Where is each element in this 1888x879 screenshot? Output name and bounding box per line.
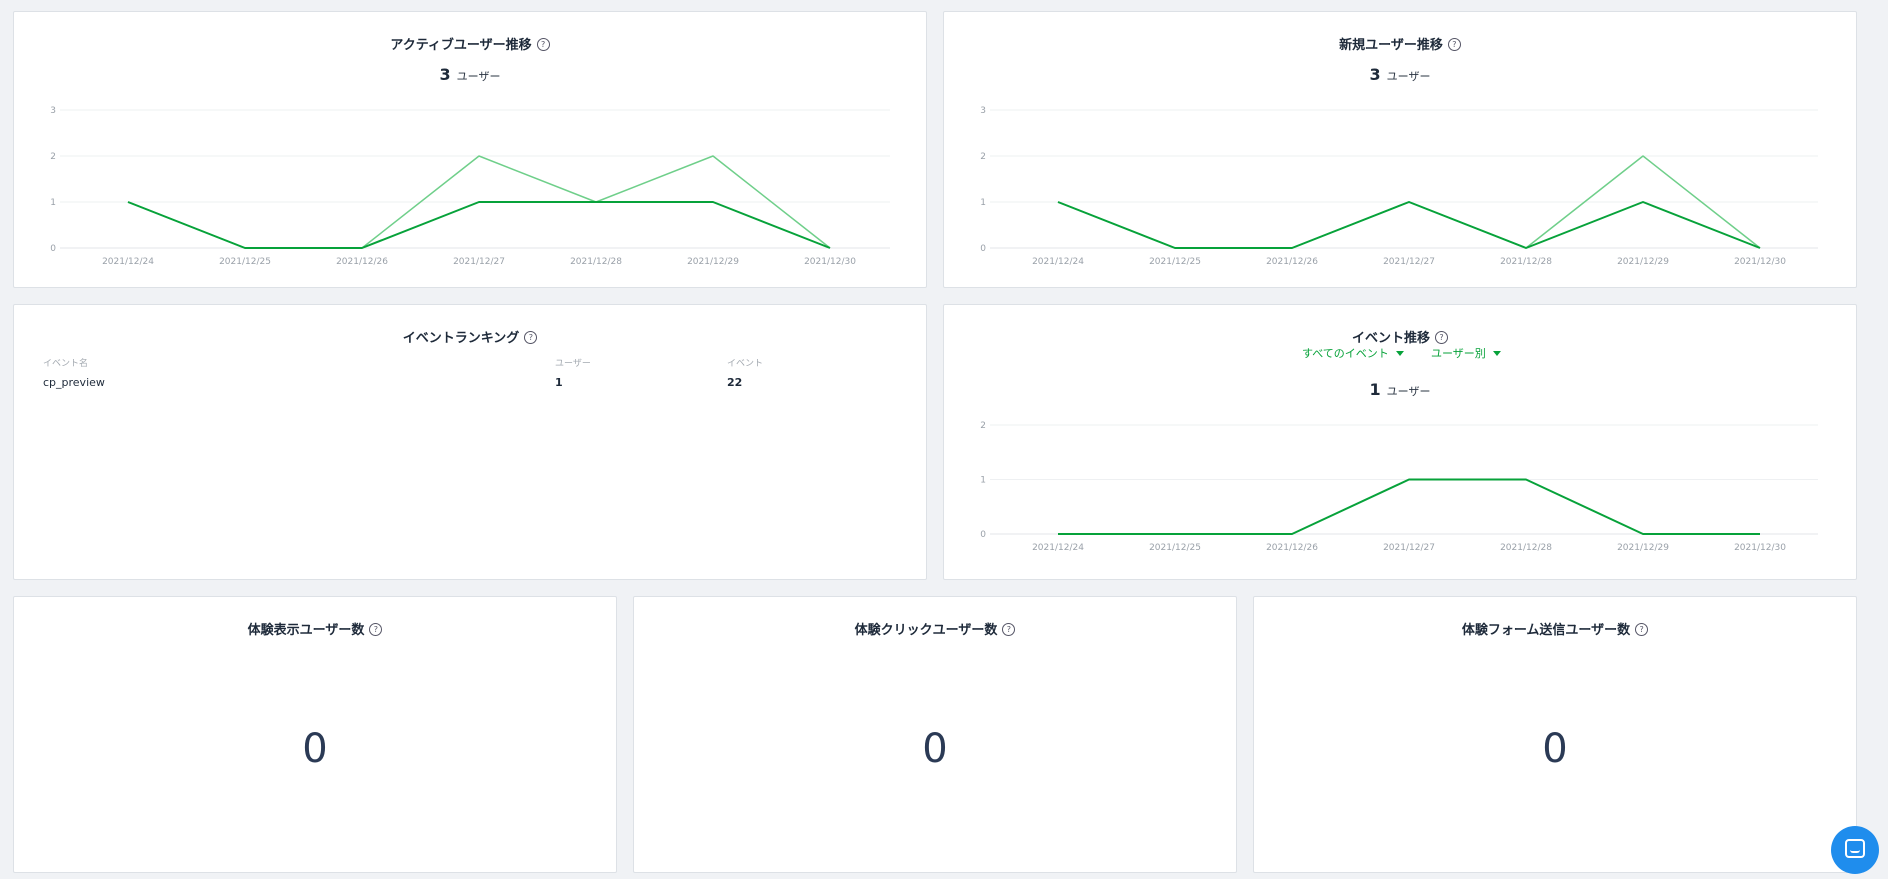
- event-trend-summary: 1 ユーザー: [944, 380, 1856, 399]
- x-tick-label: 2021/12/25: [219, 257, 271, 267]
- experience-click-card: 体験クリックユーザー数?: [633, 596, 1237, 873]
- active-users-title-row: アクティブユーザー推移?: [14, 36, 926, 56]
- series-line: [1058, 478, 1760, 535]
- card-title: 体験表示ユーザー数: [247, 623, 365, 638]
- x-tick-label: 2021/12/27: [1383, 257, 1435, 267]
- x-tick-label: 2021/12/30: [804, 257, 856, 267]
- y-tick-label: 2: [980, 152, 986, 162]
- summary-unit: ユーザー: [456, 70, 501, 83]
- ranking-users-count: 1: [555, 376, 563, 389]
- chat-icon: [1845, 839, 1865, 858]
- help-icon[interactable]: ?: [1447, 38, 1461, 51]
- card-title: 新規ユーザー推移: [1339, 38, 1443, 53]
- x-tick-label: 2021/12/26: [336, 257, 388, 267]
- x-tick-label: 2021/12/24: [102, 257, 154, 267]
- help-icon[interactable]: ?: [1002, 623, 1016, 636]
- series-line: [1057, 201, 1761, 249]
- help-icon[interactable]: ?: [1635, 623, 1649, 636]
- experience-view-card: 体験表示ユーザー数?: [13, 596, 617, 873]
- series-line: [127, 201, 831, 249]
- x-tick-label: 2021/12/24: [1032, 543, 1084, 553]
- event-trend-title-row: イベント推移?: [944, 329, 1856, 349]
- summary-unit: ユーザー: [1386, 385, 1431, 398]
- x-tick-label: 2021/12/29: [1617, 257, 1669, 267]
- card-title: 体験クリックユーザー数: [854, 623, 998, 638]
- help-icon[interactable]: ?: [369, 623, 383, 636]
- y-tick-label: 1: [50, 198, 56, 208]
- aggregation-mode-dropdown[interactable]: ユーザー別: [1431, 345, 1501, 361]
- x-tick-label: 2021/12/28: [570, 257, 622, 267]
- y-tick-label: 1: [980, 198, 986, 208]
- x-tick-label: 2021/12/28: [1500, 543, 1552, 553]
- x-tick-label: 2021/12/30: [1734, 257, 1786, 267]
- y-tick-label: 3: [980, 106, 986, 116]
- new-users-title-row: 新規ユーザー推移?: [944, 36, 1856, 56]
- chat-icon-smile: [1850, 850, 1860, 853]
- event-filter-label: すべてのイベント: [1302, 347, 1389, 360]
- experience-view-value: 0: [302, 726, 328, 772]
- y-tick-label: 2: [980, 421, 986, 431]
- aggregation-mode-label: ユーザー別: [1431, 347, 1486, 360]
- x-tick-label: 2021/12/30: [1734, 543, 1786, 553]
- x-tick-label: 2021/12/27: [1383, 543, 1435, 553]
- y-tick-label: 3: [50, 106, 56, 116]
- column-header-event-name[interactable]: イベント名: [43, 359, 89, 369]
- help-icon[interactable]: ?: [536, 38, 550, 51]
- card-title: イベントランキング: [402, 331, 520, 346]
- experience-click-title-row: 体験クリックユーザー数?: [634, 621, 1236, 641]
- card-title: イベント推移: [1351, 331, 1430, 346]
- x-tick-label: 2021/12/24: [1032, 257, 1084, 267]
- chat-launcher-button[interactable]: [1831, 826, 1879, 874]
- experience-form-title-row: 体験フォーム送信ユーザー数?: [1254, 621, 1856, 641]
- experience-click-value: 0: [922, 726, 948, 772]
- y-tick-label: 2: [50, 152, 56, 162]
- x-tick-label: 2021/12/25: [1149, 543, 1201, 553]
- x-tick-label: 2021/12/28: [1500, 257, 1552, 267]
- experience-form-card: 体験フォーム送信ユーザー数?: [1253, 596, 1857, 873]
- column-header-events[interactable]: イベント: [727, 359, 764, 369]
- active-users-summary: 3 ユーザー: [14, 65, 926, 84]
- card-title: 体験フォーム送信ユーザー数: [1461, 623, 1631, 638]
- ranking-event-name[interactable]: cp_preview: [43, 376, 105, 389]
- caret-down-icon: [1492, 351, 1501, 356]
- x-tick-label: 2021/12/26: [1266, 543, 1318, 553]
- event-filter-dropdown[interactable]: すべてのイベント: [1302, 345, 1404, 361]
- y-tick-label: 0: [980, 244, 986, 254]
- help-icon[interactable]: ?: [524, 331, 538, 344]
- experience-form-value: 0: [1542, 726, 1568, 772]
- ranking-events-count: 22: [727, 376, 743, 389]
- x-tick-label: 2021/12/26: [1266, 257, 1318, 267]
- event-ranking-title-row: イベントランキング?: [14, 329, 926, 349]
- y-tick-label: 0: [980, 530, 986, 540]
- help-icon[interactable]: ?: [1435, 331, 1448, 344]
- y-tick-label: 1: [980, 476, 986, 486]
- summary-unit: ユーザー: [1386, 70, 1431, 83]
- summary-value: 1: [1369, 380, 1381, 399]
- caret-down-icon: [1395, 351, 1404, 356]
- experience-view-title-row: 体験表示ユーザー数?: [14, 621, 616, 641]
- y-tick-label: 0: [50, 244, 56, 254]
- new-users-summary: 3 ユーザー: [944, 65, 1856, 84]
- x-tick-label: 2021/12/29: [1617, 543, 1669, 553]
- x-tick-label: 2021/12/29: [687, 257, 739, 267]
- summary-value: 3: [439, 65, 451, 84]
- column-header-users[interactable]: ユーザー: [555, 359, 591, 369]
- active-users-card: アクティブユーザー推移? 3 ユーザー: [13, 11, 927, 288]
- event-ranking-card: イベントランキング?: [13, 304, 927, 580]
- x-tick-label: 2021/12/25: [1149, 257, 1201, 267]
- card-title: アクティブユーザー推移: [390, 38, 532, 53]
- new-users-card: 新規ユーザー推移? 3 ユーザー: [943, 11, 1857, 288]
- x-tick-label: 2021/12/27: [453, 257, 505, 267]
- summary-value: 3: [1369, 65, 1381, 84]
